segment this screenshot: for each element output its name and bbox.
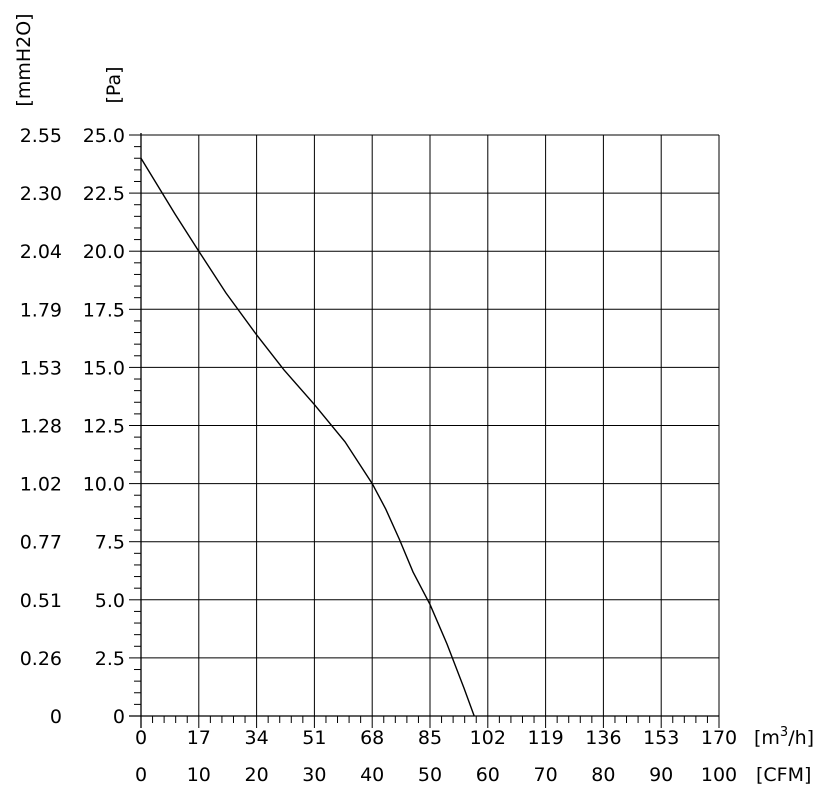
- y-tick-label-pa: 2.5: [95, 648, 125, 670]
- x-tick-label-cfm: 0: [135, 764, 147, 786]
- x-tick-label-cfm: 10: [187, 764, 211, 786]
- y-tick-label-mmh2o: 1.28: [20, 416, 62, 438]
- y-tick-label-pa: 20.0: [83, 241, 125, 263]
- y-tick-label-pa: 25.0: [83, 125, 125, 147]
- y-tick-label-pa: 12.5: [83, 416, 125, 438]
- axis-lines: [129, 133, 719, 728]
- minor-ticks: [129, 134, 720, 728]
- tick-labels: 0017103420513068408550102601197013680153…: [20, 125, 737, 786]
- x-tick-label-m3h: 85: [418, 727, 442, 749]
- y-tick-label-mmh2o: 2.30: [20, 183, 62, 205]
- y-tick-label-pa: 5.0: [95, 590, 125, 612]
- y-tick-label-mmh2o: 0.26: [20, 648, 62, 670]
- x-tick-label-m3h: 102: [470, 727, 506, 749]
- x-tick-label-cfm: 40: [360, 764, 384, 786]
- y-tick-label-mmh2o: 0.51: [20, 590, 62, 612]
- x-tick-label-m3h: 153: [643, 727, 679, 749]
- x-tick-label-cfm: 30: [302, 764, 326, 786]
- x-axis-unit-m3h: [m3/h]: [754, 725, 814, 749]
- x-tick-label-cfm: 80: [591, 764, 615, 786]
- x-tick-label-m3h: 34: [245, 727, 269, 749]
- x-tick-label-cfm: 20: [245, 764, 269, 786]
- y-tick-label-mmh2o: 1.53: [20, 357, 62, 379]
- y-tick-label-mmh2o: 1.79: [20, 299, 62, 321]
- y-axis-label-pa: [Pa]: [103, 66, 125, 103]
- x-tick-label-m3h: 136: [585, 727, 621, 749]
- x-tick-label-m3h: 17: [187, 727, 211, 749]
- x-tick-label-m3h: 119: [527, 727, 563, 749]
- y-tick-label-mmh2o: 1.02: [20, 474, 62, 496]
- grid: [140, 134, 720, 717]
- y-axis-label-mmh2o: [mmH2O]: [13, 13, 35, 106]
- series: [140, 157, 475, 717]
- y-tick-label-mmh2o: 2.04: [20, 241, 62, 263]
- y-tick-label-pa: 17.5: [83, 299, 125, 321]
- x-tick-label-cfm: 70: [534, 764, 558, 786]
- y-tick-label-pa: 7.5: [95, 532, 125, 554]
- y-tick-label-mmh2o: 2.55: [20, 125, 62, 147]
- x-tick-label-cfm: 90: [649, 764, 673, 786]
- y-tick-label-mmh2o: 0.77: [20, 532, 62, 554]
- x-axis-unit-cfm: [CFM]: [756, 764, 811, 786]
- y-tick-label-pa: 0: [113, 706, 125, 728]
- y-tick-label-pa: 10.0: [83, 474, 125, 496]
- x-tick-label-m3h: 0: [135, 727, 147, 749]
- y-tick-label-mmh2o: 0: [50, 706, 62, 728]
- series-line: [140, 157, 475, 717]
- x-tick-label-m3h: 51: [302, 727, 326, 749]
- y-tick-label-pa: 22.5: [83, 183, 125, 205]
- x-tick-label-cfm: 60: [476, 764, 500, 786]
- x-tick-label-m3h: 170: [701, 727, 737, 749]
- x-tick-label-cfm: 100: [701, 764, 737, 786]
- y-tick-label-pa: 15.0: [83, 357, 125, 379]
- x-tick-label-cfm: 50: [418, 764, 442, 786]
- x-tick-label-m3h: 68: [360, 727, 384, 749]
